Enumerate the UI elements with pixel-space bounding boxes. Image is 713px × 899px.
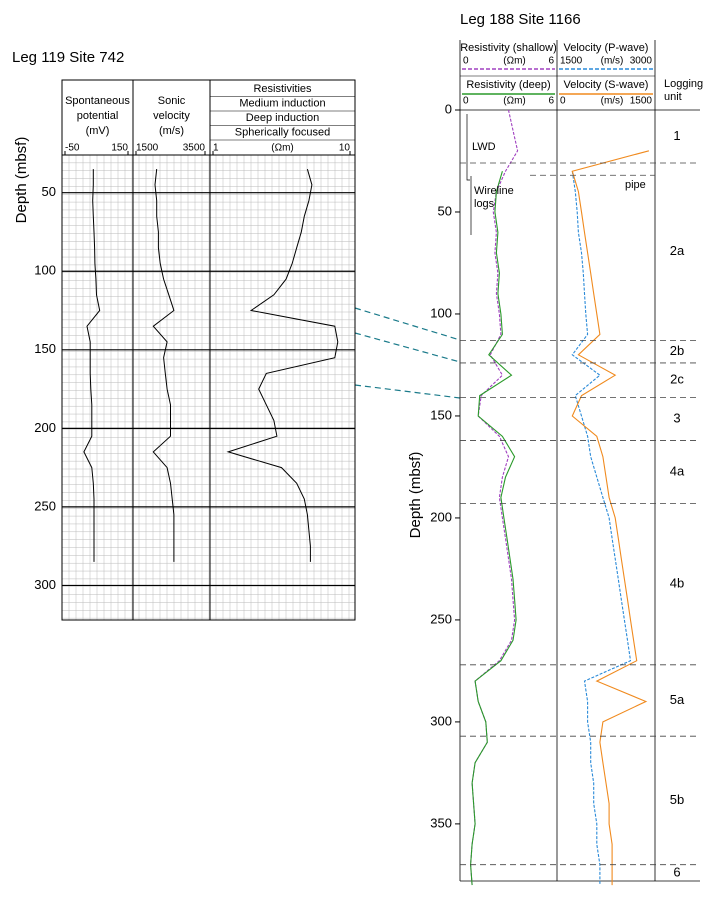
x-tick-label: 3000 [630, 56, 653, 67]
x-tick-label: 0 [560, 96, 566, 107]
correlation-line [354, 332, 461, 363]
x-tick-label: 1500 [630, 96, 653, 107]
x-tick-label: 1500 [136, 143, 159, 154]
correlation-line [354, 384, 461, 399]
track-header: Deep induction [246, 112, 319, 124]
logging-unit-label: 6 [673, 864, 680, 879]
log-curve [152, 169, 175, 562]
x-tick-label: 10 [339, 143, 351, 154]
y-tick-label: 200 [430, 509, 452, 524]
unit-label: (m/s) [601, 56, 624, 67]
track-header: Medium induction [239, 97, 325, 109]
legend-label: Resistivity (shallow) [460, 42, 557, 54]
x-tick-label: -50 [65, 143, 80, 154]
logging-unit-header: Logging [664, 78, 703, 90]
correlation-lines [354, 307, 461, 399]
annotation: pipe [625, 179, 646, 191]
annotation: logs [474, 198, 495, 210]
track-header: potential [77, 110, 119, 122]
log-curve [226, 168, 339, 562]
logging-unit-label: 3 [673, 410, 680, 425]
x-tick-label: 1 [213, 143, 219, 154]
unit-label: (Ωm) [503, 96, 525, 107]
logging-unit-label: 5a [670, 692, 685, 707]
right-y-label: Depth (mbsf) [407, 452, 424, 539]
x-tick-label: 1500 [560, 56, 583, 67]
plot-frame [61, 154, 356, 621]
y-tick-label: 50 [42, 184, 56, 199]
y-tick-label: 300 [34, 577, 56, 592]
annotation: Wireline [474, 185, 514, 197]
y-tick-label: 250 [34, 498, 56, 513]
unit-label: (Ωm) [271, 143, 293, 154]
track-header: (mV) [86, 125, 110, 137]
right-title: Leg 188 Site 1166 [460, 11, 581, 28]
log-curve [571, 171, 632, 886]
x-tick-label: 0 [463, 96, 469, 107]
logging-unit-label: 1 [673, 128, 680, 143]
log-curve [470, 109, 519, 886]
unit-label: (Ωm) [503, 56, 525, 67]
y-tick-label: 250 [430, 611, 452, 626]
legend-label: Velocity (P-wave) [564, 42, 649, 54]
y-tick-label: 100 [34, 263, 56, 278]
log-curve [571, 150, 650, 886]
track-header: Resistivities [253, 83, 312, 95]
annotation: LWD [472, 141, 496, 153]
y-tick-label: 350 [430, 815, 452, 830]
correlation-line [354, 307, 461, 341]
logging-unit-label: 4a [670, 463, 685, 478]
left-y-label: Depth (mbsf) [13, 137, 30, 224]
bracket [466, 114, 470, 181]
track-header: Spherically focused [235, 126, 330, 138]
logging-unit-label: 5b [670, 792, 684, 807]
track-header: (m/s) [159, 125, 184, 137]
x-tick-label: 3500 [183, 143, 206, 154]
track-header: velocity [153, 110, 190, 122]
unit-label: (m/s) [601, 96, 624, 107]
logging-unit-label: 2a [670, 243, 685, 258]
y-tick-label: 200 [34, 420, 56, 435]
logging-unit-label: 4b [670, 576, 684, 591]
track-header: Spontaneous [65, 95, 130, 107]
legend-label: Velocity (S-wave) [564, 79, 649, 91]
y-tick-label: 150 [430, 407, 452, 422]
legend-label: Resistivity (deep) [466, 79, 550, 91]
y-tick-label: 0 [445, 101, 452, 116]
x-tick-label: 6 [548, 96, 554, 107]
x-tick-label: 150 [111, 143, 128, 154]
x-tick-label: 0 [463, 56, 469, 67]
y-tick-label: 50 [438, 203, 452, 218]
track-header: Sonic [158, 95, 186, 107]
x-tick-label: 6 [548, 56, 554, 67]
y-tick-label: 300 [430, 713, 452, 728]
log-curve [83, 169, 101, 562]
log-curve [470, 171, 517, 886]
left-title: Leg 119 Site 742 [12, 49, 124, 66]
logging-unit-header: unit [664, 91, 682, 103]
logging-unit-label: 2c [670, 372, 684, 387]
y-tick-label: 150 [34, 341, 56, 356]
logging-unit-label: 2b [670, 343, 684, 358]
y-tick-label: 100 [430, 305, 452, 320]
